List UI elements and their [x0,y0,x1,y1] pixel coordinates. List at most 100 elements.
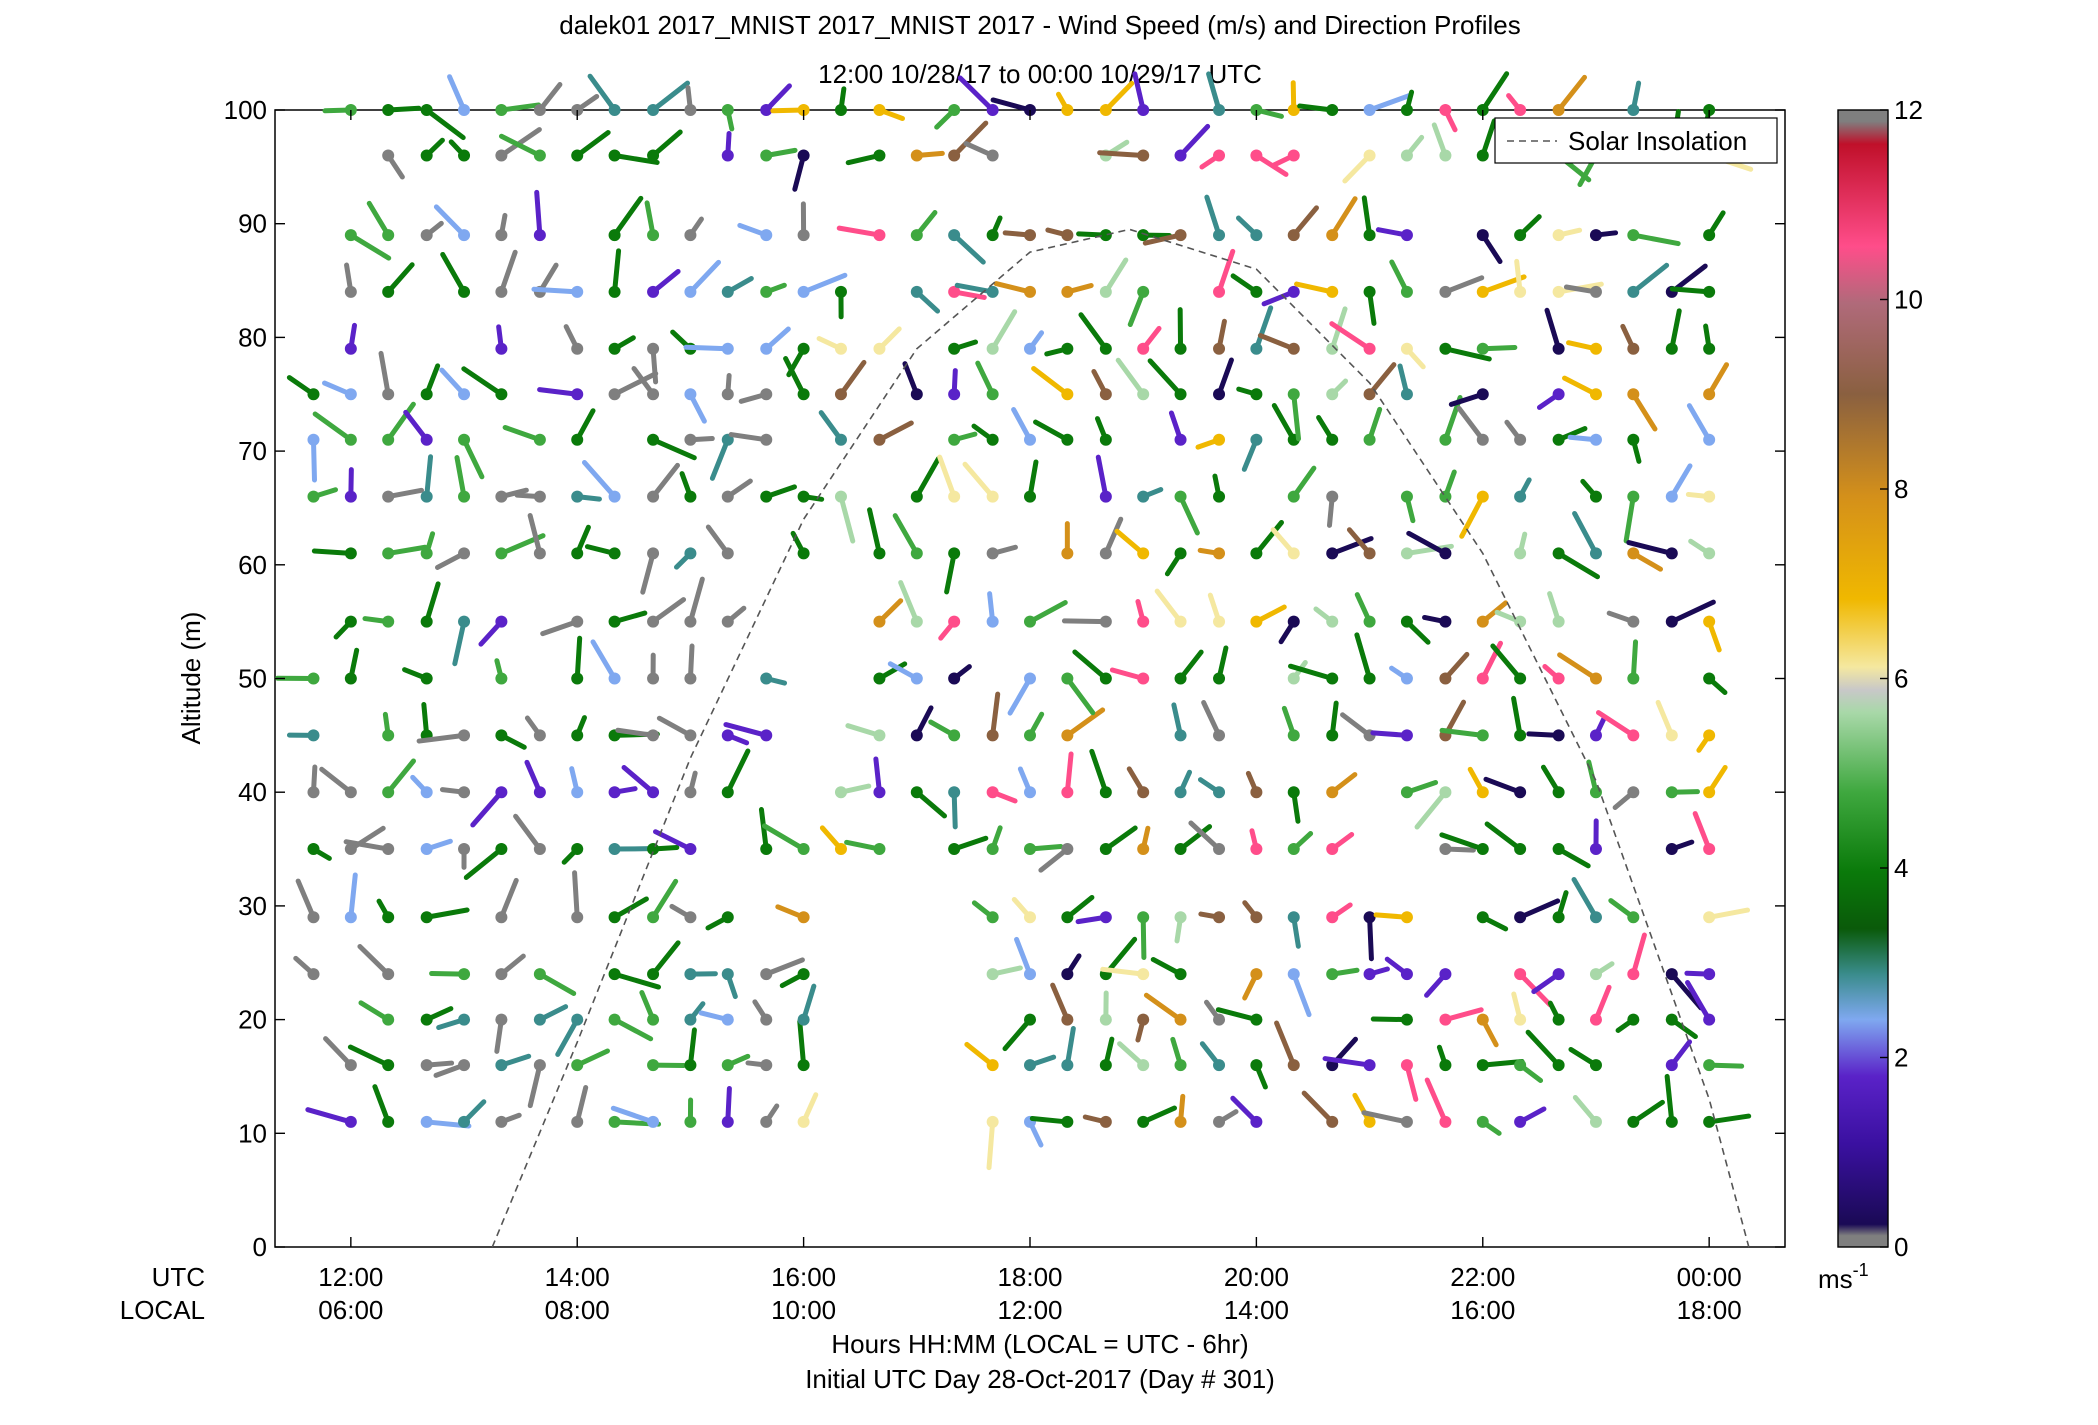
x-tick-label-local: 06:00 [318,1295,383,1325]
wind-barb-stalk [758,807,769,852]
x-tick-label-local: 10:00 [771,1295,836,1325]
wind-barb-stalk [323,1036,354,1068]
wind-barb-stalk [1414,789,1448,830]
wind-barb-dot [721,1013,734,1026]
wind-barb-stalk [612,195,644,238]
wind-barb-dot [458,968,471,981]
x-tick-label-utc: 18:00 [997,1262,1062,1292]
wind-barb-dot [1061,1115,1074,1128]
wind-barb-dot [1099,229,1112,242]
wind-barb-dot [873,786,886,799]
wind-barb-stalk [612,1017,654,1042]
wind-barb-dot [1174,911,1187,924]
wind-barb-stalk [1050,982,1070,1023]
wind-barb-dot [1703,342,1716,355]
wind-barb-dot [420,433,433,446]
wind-barb-dot [684,615,697,628]
wind-barb-dot [1665,1059,1678,1072]
wind-barb-dot [1665,786,1678,799]
x-tick-label-utc: 12:00 [318,1262,383,1292]
wind-barb-dot [948,729,961,742]
wind-barb-dot [1250,547,1263,560]
wind-barb-dot [1514,104,1527,116]
wind-barb-dot [760,1115,773,1128]
wind-barb-dot [1213,149,1226,162]
wind-barb-stalk [1078,312,1109,352]
colorbar-tick-label: 10 [1894,285,1923,315]
wind-barb-dot [495,547,508,560]
wind-barb-dot [420,1013,433,1026]
wind-barb-stalk [378,350,391,397]
wind-barb-dot [1627,729,1640,742]
wind-barb-stalk [587,73,618,113]
wind-barb-dot [1326,342,1339,355]
wind-barb-dot [760,104,773,116]
wind-barb-dot [344,547,357,560]
wind-barb-dot [1137,285,1150,298]
wind-barb-dot [721,1115,734,1128]
wind-barb-dot [684,911,697,924]
wind-barb-dot [1552,911,1565,924]
wind-barb-dot [760,229,773,242]
wind-barb-stalk [1367,93,1413,113]
wind-barb-dot [1137,1013,1150,1026]
wind-barb-dot [1552,968,1565,981]
wind-barb-dot [458,104,471,116]
wind-barb-stalk [452,619,467,667]
wind-barb-dot [1665,342,1678,355]
wind-barb-dot [1552,342,1565,355]
wind-barb-dot [1174,490,1187,503]
wind-barb-dot [721,615,734,628]
wind-barb-dot [307,388,320,401]
wind-barb-dot [986,547,999,560]
wind-barb-dot [1627,342,1640,355]
wind-barb-dot [571,615,584,628]
wind-barb-stalk [347,1044,391,1068]
wind-barb-stalk [1204,194,1222,238]
wind-barb-dot [382,843,395,856]
wind-barb-dot [1627,968,1640,981]
wind-barb-dot [647,911,660,924]
wind-barb-dot [1627,1013,1640,1026]
wind-barb-dot [986,1059,999,1072]
wind-barb-dot [344,433,357,446]
wind-barb-dot [1174,433,1187,446]
wind-barb-dot [571,1059,584,1072]
wind-barb-stalk [687,576,705,625]
wind-barb-dot [495,729,508,742]
wind-barb-dot [760,490,773,503]
wind-barb-dot [1476,911,1489,924]
wind-barb-dot [344,342,357,355]
wind-barb-dot [1476,490,1489,503]
y-tick-label: 40 [238,777,267,807]
wind-barb-dot [1703,968,1716,981]
wind-barb-dot [1665,615,1678,628]
wind-barb-stalk [621,764,656,795]
wind-barb-dot [910,490,923,503]
wind-barb-dot [1287,615,1300,628]
wind-barb-stalk [957,75,996,113]
wind-barb-dot [1061,342,1074,355]
wind-barb-dot [760,1059,773,1072]
wind-barb-dot [1400,149,1413,162]
wind-barb-dot [307,490,320,503]
wind-barb-dot [533,104,546,116]
wind-barb-dot [647,1059,660,1072]
wind-barb-dot [684,285,697,298]
wind-barb-stalk [1288,663,1335,681]
wind-barb-stalk [1706,907,1751,920]
wind-barb-dot [910,786,923,799]
wind-barb-dot [307,672,320,685]
wind-barb-dot [684,843,697,856]
wind-barb-dot [1476,729,1489,742]
wind-barb-dot [873,672,886,685]
wind-barb-dot [458,547,471,560]
wind-barb-dot [533,229,546,242]
wind-barb-dot [1287,342,1300,355]
wind-barb-stalk [650,597,687,625]
wind-barb-stalk [527,513,543,556]
chart-subtitle: 12:00 10/28/17 to 00:00 10/29/17 UTC [818,59,1262,89]
wind-barb-stalk [574,635,583,681]
wind-barb-dot [1099,547,1112,560]
wind-barb-dot [1024,615,1036,628]
